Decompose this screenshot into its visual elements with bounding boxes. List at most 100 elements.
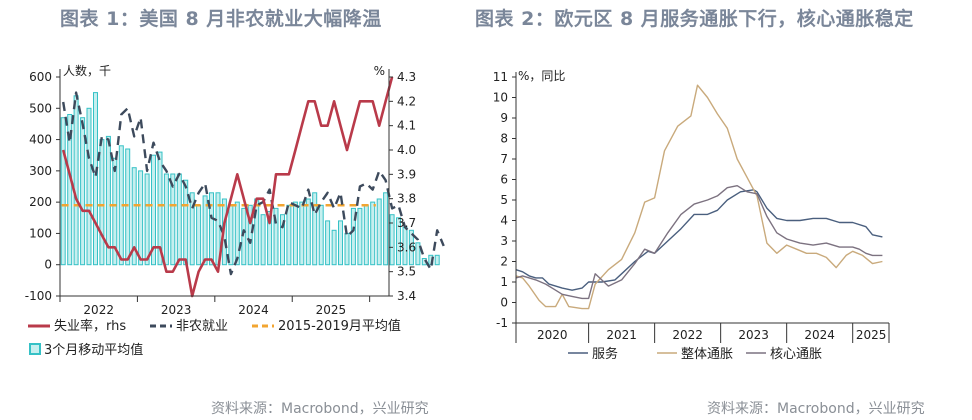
x-tick-label: 2023 (161, 303, 192, 317)
moving-average-bar (312, 192, 318, 266)
x-tick-label: 2023 (738, 328, 769, 342)
moving-average-bar (389, 214, 395, 266)
y-tick-label: 0 (44, 258, 52, 272)
moving-average-bar (350, 207, 356, 266)
moving-average-bar (396, 217, 401, 266)
moving-average-bar (157, 151, 163, 266)
moving-average-bar (234, 201, 240, 266)
x-tick-label: 2024 (238, 303, 269, 317)
moving-average-bar (151, 154, 156, 266)
moving-average-bar (305, 198, 311, 266)
legend-label: 3个月移动平均值 (44, 342, 143, 358)
y2-tick-label: 4.3 (397, 70, 416, 84)
y-tick-label: -1 (496, 316, 508, 330)
moving-average-bar (60, 117, 66, 266)
moving-average-bar (331, 229, 337, 266)
y2-axis-label: % (374, 64, 385, 78)
moving-average-bar (163, 173, 169, 266)
y-tick-label: 100 (29, 226, 52, 240)
x-tick-label: 2025 (856, 328, 887, 342)
y-tick-label: 2 (500, 255, 508, 269)
moving-average-bar (209, 192, 214, 266)
moving-average-bar (170, 173, 176, 266)
y-tick-label: 9 (500, 111, 508, 125)
y-axis-label: %，同比 (518, 69, 565, 83)
y-tick-label: 7 (500, 152, 508, 166)
moving-average-bar (357, 207, 363, 266)
y-tick-label: 500 (29, 101, 52, 115)
moving-average-bar (280, 214, 285, 266)
x-tick-label: 2022 (672, 328, 703, 342)
moving-average-bar (434, 254, 440, 266)
x-tick-label: 2020 (537, 328, 568, 342)
y-axis-label: 人数，千 (63, 63, 111, 78)
moving-average-bar (318, 204, 324, 266)
left-source-note: 资料来源：Macrobond，兴业研究 (211, 401, 429, 417)
unemployment-rate-line (61, 76, 394, 298)
moving-average-bar (370, 201, 376, 266)
y-tick-label: 600 (29, 70, 52, 84)
moving-average-bar (247, 204, 253, 266)
legend-label: 失业率，rhs (54, 318, 126, 334)
moving-average-bar (292, 201, 298, 266)
moving-average-bar (383, 192, 389, 266)
x-tick-label: 2024 (804, 328, 835, 342)
y2-tick-label: 3.4 (397, 289, 416, 303)
y-tick-label: -100 (25, 289, 52, 303)
moving-average-bar (67, 114, 73, 266)
legend-label: 2015-2019月平均值 (278, 318, 401, 334)
y-tick-label: 6 (500, 173, 508, 187)
moving-average-bar (241, 207, 247, 266)
x-tick-label: 2025 (316, 303, 347, 317)
legend-label: 服务 (592, 346, 618, 362)
legend-swatch (29, 343, 41, 355)
y2-tick-label: 3.6 (397, 240, 416, 254)
moving-average-bar (267, 211, 273, 266)
moving-average-bar (125, 148, 131, 266)
legend-label: 非农就业 (176, 319, 228, 334)
moving-average-bar (86, 107, 92, 266)
y-tick-label: 10 (493, 91, 508, 105)
moving-average-bar (408, 229, 414, 266)
y-tick-label: 300 (29, 164, 52, 178)
right-chart-title: 图表 2：欧元区 8 月服务通胀下行，核心通胀稳定 (475, 8, 914, 30)
moving-average-bar (273, 207, 279, 266)
moving-average-bar (131, 167, 137, 266)
y-tick-label: 8 (500, 132, 508, 146)
moving-average-bar (144, 173, 150, 266)
moving-average-bar (202, 195, 208, 266)
moving-average-bar (376, 198, 382, 266)
y-tick-label: 3 (500, 234, 508, 248)
legend-label: 整体通胀 (681, 347, 733, 362)
y2-tick-label: 3.7 (397, 216, 416, 230)
moving-average-bar (112, 157, 118, 266)
nonfarm-payrolls-line (62, 91, 445, 276)
services-line (515, 189, 883, 291)
headline-inflation-line (515, 84, 883, 310)
left-chart-title: 图表 1：美国 8 月非农就业大幅降温 (60, 8, 382, 30)
y-tick-label: 400 (29, 133, 52, 147)
y2-tick-label: 3.5 (397, 265, 416, 279)
x-tick-label: 2022 (83, 303, 114, 317)
moving-average-bar (260, 214, 266, 266)
legend-label: 核心通胀 (770, 347, 822, 362)
moving-average-bar (415, 242, 421, 266)
moving-average-bar (80, 117, 86, 266)
moving-average-bar (325, 220, 331, 266)
moving-average-bar (138, 170, 144, 266)
moving-average-bar (299, 201, 305, 266)
us-payrolls-chart: -100 0 100 200 300 400 500 600 3.4 3.5 3.6 3.7 3.8 3.… (25, 63, 445, 358)
moving-average-bar (189, 192, 195, 266)
y-tick-label: 5 (500, 193, 508, 207)
y2-tick-label: 3.8 (397, 192, 416, 206)
y2-tick-label: 4.1 (397, 119, 416, 133)
y2-tick-label: 4.0 (397, 143, 416, 157)
y-tick-label: 1 (500, 275, 508, 289)
y-tick-label: 11 (493, 70, 508, 84)
core-inflation-line (515, 184, 883, 300)
y2-tick-label: 4.2 (397, 94, 416, 108)
moving-average-bar (286, 204, 292, 266)
y-tick-label: 200 (29, 195, 52, 209)
right-source-note: 资料来源：Macrobond，兴业研究 (707, 401, 925, 417)
euro-inflation-chart: -1 0 1 2 3 4 5 6 7 8 9 10 11 2020 2021 2022 2023 2024 2025… (493, 69, 890, 362)
